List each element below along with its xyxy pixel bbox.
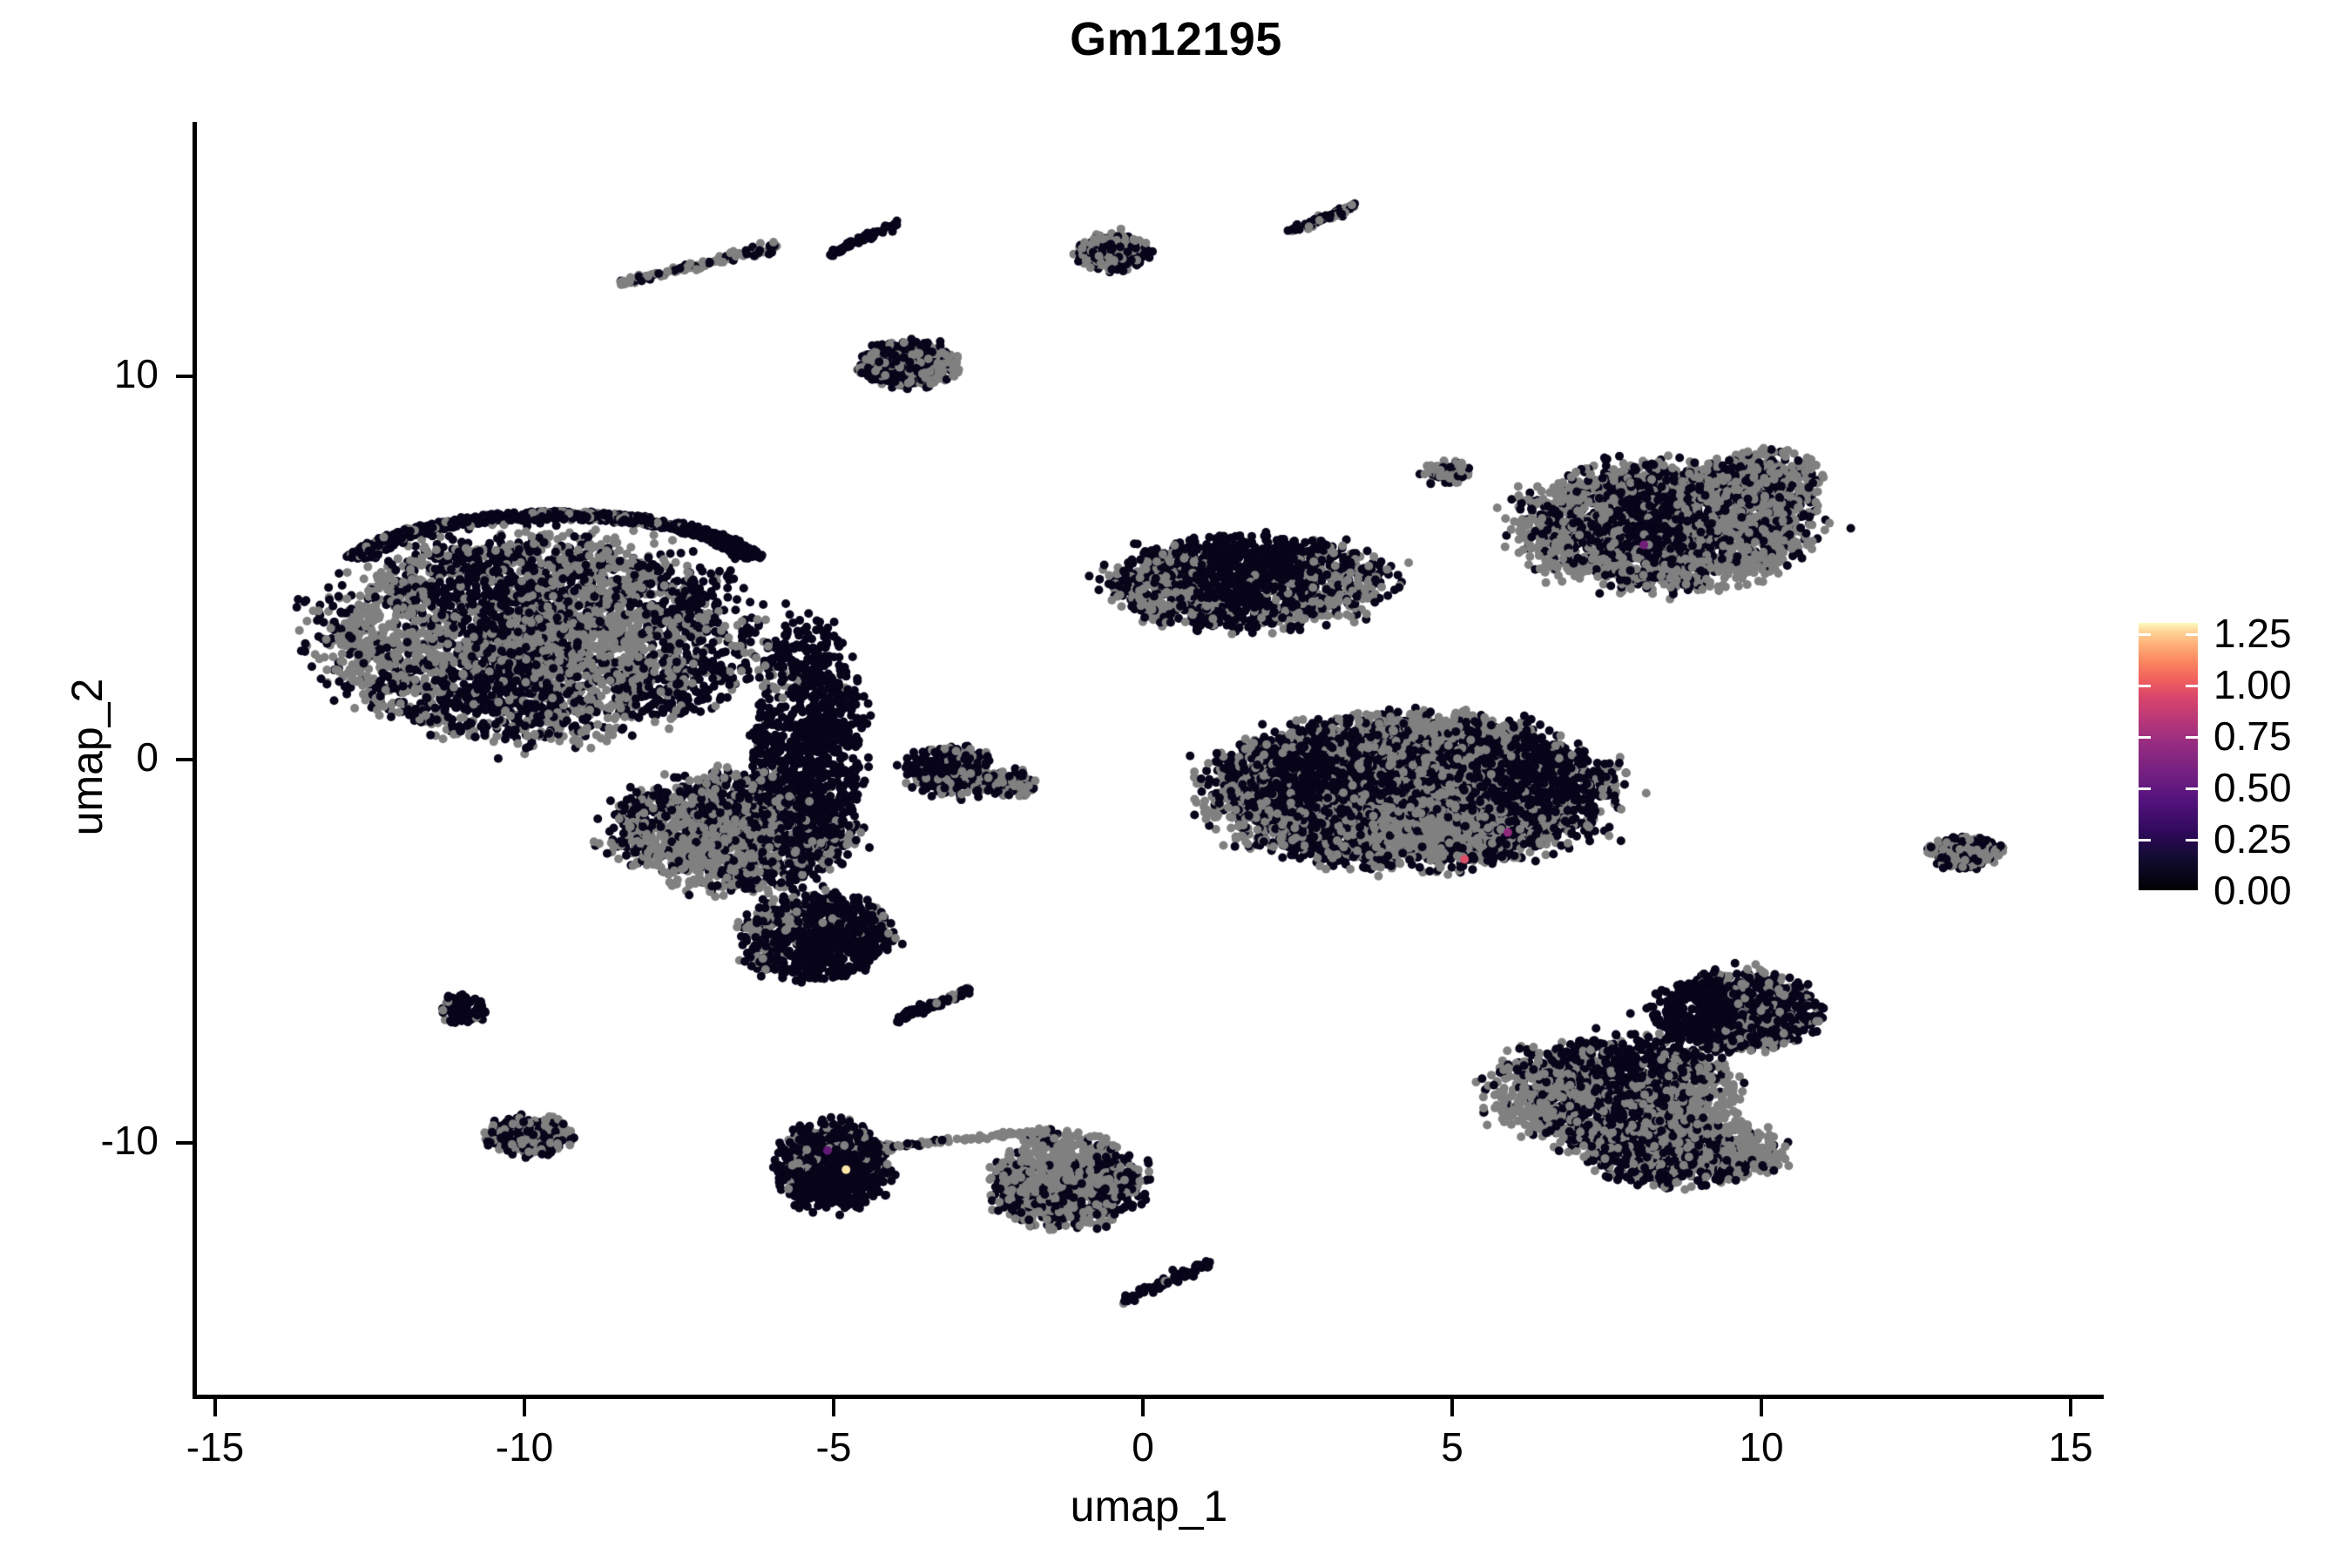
y-tick--10 [176, 1141, 193, 1145]
y-ticklabel-10: 10 [113, 351, 159, 396]
x-axis-title: umap_1 [1070, 1482, 1228, 1531]
colorbar-label-0.50: 0.50 [2213, 764, 2292, 810]
x-tick--10 [523, 1399, 526, 1416]
y-tick-0 [176, 758, 193, 761]
x-tick-0 [1141, 1399, 1145, 1416]
x-tick-15 [2069, 1399, 2072, 1416]
x-axis-line [193, 1395, 2104, 1399]
colorbar-tick-0.50 [2139, 787, 2151, 790]
colorbar-label-0.75: 0.75 [2213, 713, 2292, 759]
colorbar-label-0.00: 0.00 [2213, 868, 2292, 913]
y-ticklabel-0: 0 [136, 734, 159, 780]
colorbar-legend: 1.25 1.00 0.75 0.50 0.25 0.00 [2139, 610, 2348, 913]
x-ticklabel--5: -5 [815, 1424, 852, 1470]
y-tick-10 [176, 375, 193, 378]
x-ticklabel-10: 10 [1739, 1424, 1784, 1470]
x-ticklabel--15: -15 [186, 1424, 245, 1470]
x-tick--5 [832, 1399, 835, 1416]
y-axis-title: umap_2 [63, 678, 112, 836]
colorbar-tick-1.00 [2139, 684, 2151, 687]
scatter-plot-canvas [195, 122, 2103, 1396]
colorbar-label-0.25: 0.25 [2213, 815, 2292, 862]
colorbar-label-1.25: 1.25 [2213, 610, 2292, 656]
colorbar-tick-1.25 [2186, 632, 2198, 636]
y-ticklabel--10: -10 [100, 1118, 159, 1163]
colorbar-tick-1.25 [2139, 632, 2151, 636]
colorbar-label-1.00: 1.00 [2213, 661, 2292, 707]
colorbar-tick-1.00 [2186, 684, 2198, 687]
x-ticklabel-0: 0 [1132, 1424, 1154, 1470]
x-ticklabel--10: -10 [495, 1424, 554, 1470]
page-title: Gm12195 [1070, 13, 1282, 65]
colorbar-tick-0.75 [2186, 735, 2198, 739]
colorbar-tick-0.75 [2139, 735, 2151, 739]
x-tick-10 [1760, 1399, 1763, 1416]
plot-panel [195, 122, 2103, 1396]
x-ticklabel-5: 5 [1441, 1424, 1463, 1470]
x-ticklabel-15: 15 [2048, 1424, 2093, 1470]
colorbar-tick-0.00 [2139, 890, 2151, 893]
colorbar-tick-0.25 [2186, 838, 2198, 841]
y-axis-line [193, 122, 197, 1399]
x-tick--15 [213, 1399, 217, 1416]
colorbar-gradient [2139, 623, 2198, 890]
x-tick-5 [1450, 1399, 1454, 1416]
colorbar-tick-0.25 [2139, 838, 2151, 841]
colorbar-tick-0.50 [2186, 787, 2198, 790]
colorbar-tick-0.00 [2186, 890, 2198, 893]
